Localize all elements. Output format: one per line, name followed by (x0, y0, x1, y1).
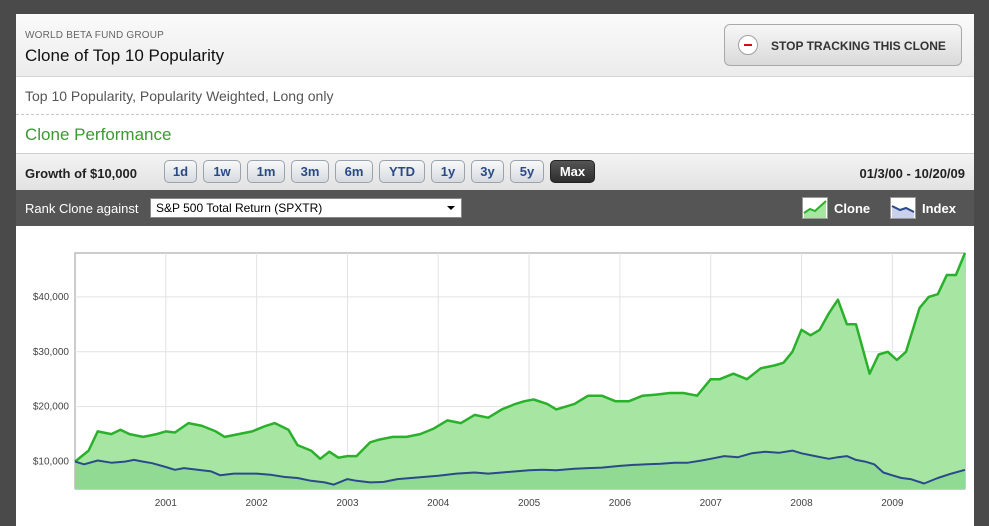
x-tick-label: 2007 (700, 498, 723, 509)
benchmark-select[interactable]: S&P 500 Total Return (SPXTR) (150, 198, 462, 218)
stop-tracking-button[interactable]: STOP TRACKING THIS CLONE (724, 24, 962, 66)
fund-group-label: WORLD BETA FUND GROUP (25, 30, 165, 41)
section-title: Clone Performance (25, 125, 172, 144)
x-tick-label: 2003 (336, 498, 359, 509)
date-range: 01/3/00 - 10/20/09 (859, 166, 965, 181)
range-button-3y[interactable]: 3y (471, 160, 504, 183)
clone-legend-icon (802, 197, 828, 219)
range-button-1w[interactable]: 1w (203, 160, 241, 183)
x-tick-label: 2009 (881, 498, 904, 509)
range-toolbar: Growth of $10,000 1d 1w 1m 3m 6m YTD 1y … (16, 153, 974, 191)
minus-circle-icon (738, 35, 758, 55)
range-button-5y[interactable]: 5y (510, 160, 544, 183)
growth-label: Growth of $10,000 (25, 166, 137, 181)
dashed-divider (16, 114, 974, 115)
y-tick-label: $20,000 (33, 402, 70, 413)
clone-description: Top 10 Popularity, Popularity Weighted, … (25, 88, 334, 104)
clone-panel: WORLD BETA FUND GROUP Clone of Top 10 Po… (16, 14, 974, 526)
rank-bar: Rank Clone against S&P 500 Total Return … (16, 190, 974, 226)
x-tick-label: 2006 (609, 498, 632, 509)
rank-label: Rank Clone against (25, 201, 139, 216)
growth-chart-svg: 2001 2002 2003 2004 2005 2006 2007 2008 2009 $10,… (33, 252, 967, 509)
clone-title: Clone of Top 10 Popularity (25, 46, 225, 65)
growth-chart: 2001 2002 2003 2004 2005 2006 2007 2008 2009 $10,… (16, 226, 974, 526)
clone-legend-label: Clone (834, 201, 871, 216)
benchmark-select-value: S&P 500 Total Return (SPXTR) (156, 201, 323, 215)
range-button-ytd[interactable]: YTD (379, 160, 425, 183)
y-tick-label: $10,000 (33, 457, 70, 468)
range-button-1d[interactable]: 1d (164, 160, 197, 183)
index-area (75, 450, 965, 489)
x-tick-label: 2005 (518, 498, 541, 509)
chevron-down-icon (447, 206, 455, 210)
range-button-max[interactable]: Max (550, 160, 595, 183)
x-tick-label: 2008 (790, 498, 813, 509)
range-button-6m[interactable]: 6m (335, 160, 373, 183)
y-tick-label: $30,000 (33, 347, 70, 358)
range-button-1y[interactable]: 1y (431, 160, 465, 183)
clone-series-line (74, 252, 967, 463)
x-tick-label: 2004 (427, 498, 450, 509)
clone-area (75, 253, 965, 489)
index-legend-icon (890, 197, 916, 219)
x-tick-label: 2001 (155, 498, 178, 509)
index-series-line (74, 449, 966, 486)
stop-tracking-label: STOP TRACKING THIS CLONE (771, 39, 946, 53)
range-button-1m[interactable]: 1m (247, 160, 285, 183)
clone-header: WORLD BETA FUND GROUP Clone of Top 10 Po… (16, 14, 974, 77)
index-legend-label: Index (922, 201, 956, 216)
range-button-3m[interactable]: 3m (291, 160, 329, 183)
x-tick-label: 2002 (246, 498, 269, 509)
y-tick-label: $40,000 (33, 292, 70, 303)
